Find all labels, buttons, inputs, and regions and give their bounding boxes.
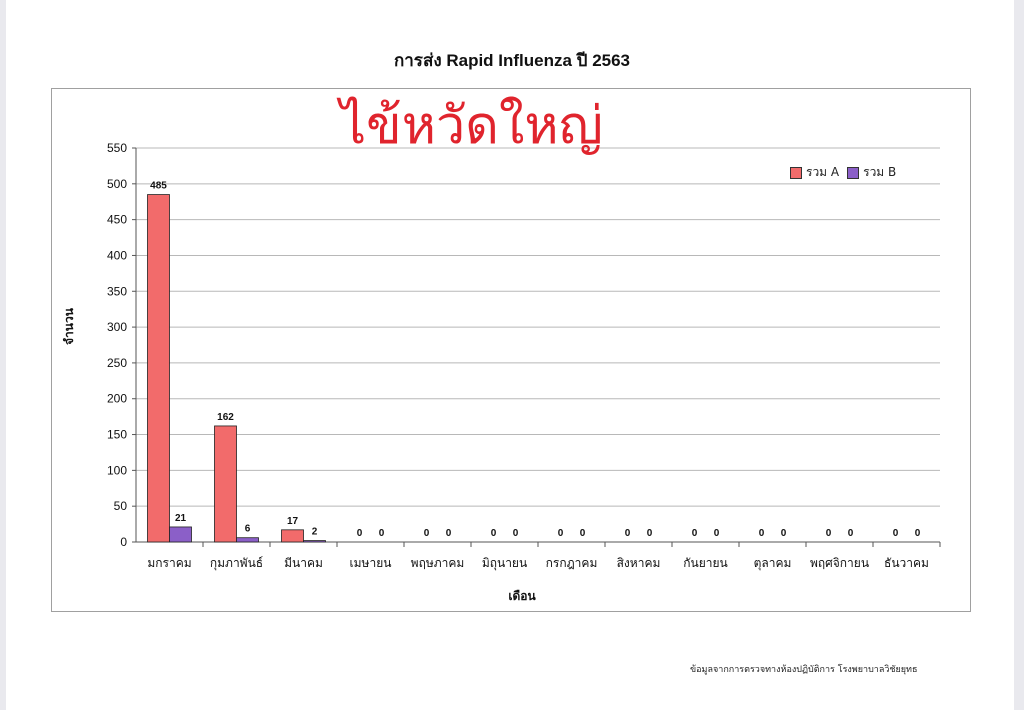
data-label: 0: [759, 528, 765, 539]
bar-b: [236, 537, 259, 543]
legend-swatch-a: [790, 166, 802, 179]
y-tick-label: 200: [107, 392, 127, 406]
y-tick-label: 150: [107, 428, 127, 442]
data-label: 0: [558, 528, 564, 539]
y-tick-label: 400: [107, 248, 127, 262]
data-label: 0: [781, 528, 787, 539]
x-tick-label: สิงหาคม: [617, 556, 661, 570]
footnote: ข้อมูลจากการตรวจทางห้องปฏิบัติการ โรงพยา…: [690, 665, 918, 675]
legend-item-a: รวม A: [790, 163, 839, 182]
x-tick-label: มีนาคม: [284, 556, 323, 570]
data-label: 485: [150, 181, 167, 192]
data-label: 0: [446, 528, 452, 539]
data-label: 0: [513, 528, 519, 539]
data-label: 0: [580, 528, 586, 539]
y-tick-label: 250: [107, 356, 127, 370]
chart-title: การส่ง Rapid Influenza ปี 2563: [393, 51, 631, 70]
data-label: 0: [379, 528, 385, 539]
y-tick-label: 50: [114, 499, 128, 513]
y-tick-label: 450: [107, 213, 127, 227]
chart-frame: [51, 88, 971, 612]
y-axis-title: จำนวน: [62, 308, 76, 345]
x-tick-label: มิถุนายน: [482, 556, 527, 571]
bar-a: [214, 425, 237, 543]
x-tick-label: กันยายน: [683, 556, 727, 570]
legend-label-a: รวม A: [806, 165, 840, 179]
y-tick-label: 300: [107, 320, 127, 334]
legend: รวม A รวม B: [790, 163, 904, 182]
x-tick-label: พฤษภาคม: [411, 556, 465, 570]
y-tick-label: 100: [107, 463, 127, 477]
plot-area: [136, 148, 940, 542]
x-tick-label: ธันวาคม: [884, 556, 929, 570]
data-label: 0: [357, 528, 363, 539]
y-tick-label: 350: [107, 284, 127, 298]
data-label: 0: [647, 528, 653, 539]
data-label: 0: [893, 528, 899, 539]
data-label: 0: [424, 528, 430, 539]
legend-swatch-b: [847, 166, 860, 179]
x-tick-label: ตุลาคม: [754, 556, 792, 571]
data-label: 162: [217, 412, 234, 423]
data-label: 0: [714, 528, 720, 539]
bar-b: [169, 526, 192, 543]
x-axis-title: เดือน: [508, 589, 536, 603]
y-tick-label: 550: [107, 141, 127, 155]
data-label: 21: [175, 513, 187, 524]
x-tick-label: มกราคม: [147, 556, 191, 570]
bar-b: [303, 540, 326, 543]
x-tick-label: พฤศจิกายน: [810, 556, 869, 570]
data-label: 6: [245, 524, 251, 535]
x-tick-label: กุมภาพันธ์: [210, 556, 263, 571]
x-tick-label: กรกฎาคม: [546, 556, 598, 570]
data-label: 0: [848, 528, 854, 539]
x-tick-label: เมษายน: [350, 556, 392, 570]
data-label: 2: [312, 527, 318, 538]
data-label: 17: [287, 516, 299, 527]
bar-a: [147, 194, 170, 543]
bar-a: [281, 529, 304, 543]
data-label: 0: [915, 528, 921, 539]
data-label: 0: [826, 528, 832, 539]
chart-annotation: ไข้หวัดใหญ่: [340, 96, 603, 156]
legend-label-b: รวม B: [863, 165, 897, 179]
y-tick-label: 500: [107, 177, 127, 191]
data-label: 0: [491, 528, 497, 539]
legend-item-b: รวม B: [847, 163, 896, 182]
y-tick-label: 0: [120, 535, 127, 549]
data-label: 0: [625, 528, 631, 539]
data-label: 0: [692, 528, 698, 539]
